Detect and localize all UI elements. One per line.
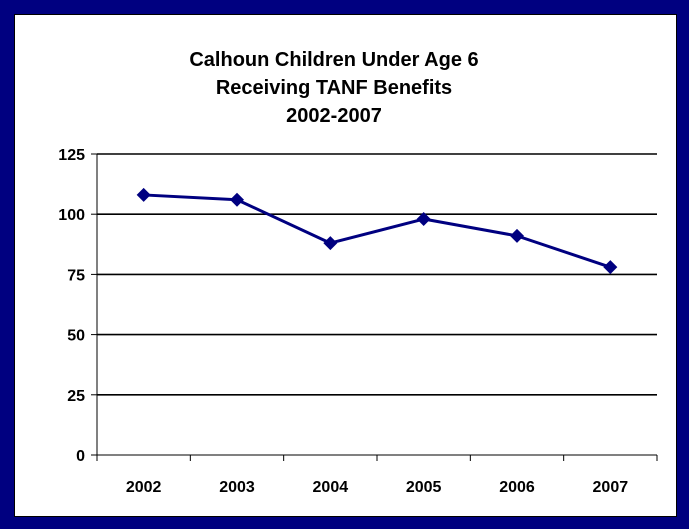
plot-area: 0 25 50 75 100 125 2002 2003 2004 2005 2006 2007 — [58, 147, 658, 496]
data-point-2006 — [510, 228, 524, 243]
y-tick-label-125: 125 — [58, 147, 85, 164]
y-tick-label-25: 25 — [67, 388, 85, 405]
chart-title-line-3: 2002-2007 — [286, 105, 382, 127]
chart-title-line-2: Receiving TANF Benefits — [216, 77, 452, 99]
x-tick-label-2006: 2006 — [499, 479, 535, 496]
x-tick-label-2004: 2004 — [313, 479, 349, 496]
data-point-2004 — [323, 236, 338, 251]
y-tick-label-0: 0 — [76, 448, 85, 465]
y-tick-label-100: 100 — [58, 207, 85, 224]
x-tick-label-2002: 2002 — [126, 479, 162, 496]
y-tick-label-75: 75 — [67, 267, 85, 284]
data-point-2007 — [603, 260, 618, 275]
chart-title-line-1: Calhoun Children Under Age 6 — [189, 49, 478, 71]
data-point-2002 — [136, 187, 151, 202]
y-tick-label-50: 50 — [67, 328, 85, 345]
chart-panel: Calhoun Children Under Age 6 Receiving T… — [14, 14, 677, 517]
x-tick-label-2003: 2003 — [219, 479, 255, 496]
x-tick-label-2007: 2007 — [593, 479, 629, 496]
series-line — [143, 193, 611, 269]
data-point-2003 — [230, 192, 244, 207]
x-tick-label-2005: 2005 — [406, 479, 442, 496]
line-chart: Calhoun Children Under Age 6 Receiving T… — [58, 49, 658, 496]
data-point-2005 — [416, 212, 431, 227]
